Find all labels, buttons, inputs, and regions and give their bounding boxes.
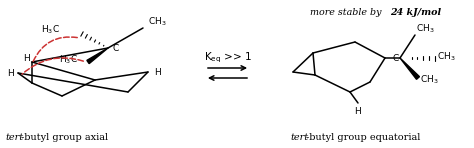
Text: H: H bbox=[23, 53, 30, 62]
Text: C: C bbox=[112, 44, 118, 53]
Text: $\mathregular{CH_3}$: $\mathregular{CH_3}$ bbox=[420, 74, 438, 86]
Text: H: H bbox=[355, 107, 361, 115]
Polygon shape bbox=[87, 48, 108, 64]
Text: 24 kJ/mol: 24 kJ/mol bbox=[390, 8, 441, 16]
Text: $\mathregular{CH_3}$: $\mathregular{CH_3}$ bbox=[437, 51, 456, 63]
Text: C: C bbox=[393, 53, 399, 62]
Text: $\mathregular{CH_3}$: $\mathregular{CH_3}$ bbox=[148, 16, 167, 28]
Text: K$_{\mathregular{eq}}$ >> 1: K$_{\mathregular{eq}}$ >> 1 bbox=[204, 51, 252, 65]
Text: $\mathregular{CH_3}$: $\mathregular{CH_3}$ bbox=[416, 23, 435, 35]
Text: tert: tert bbox=[5, 133, 23, 143]
Text: -butyl group equatorial: -butyl group equatorial bbox=[306, 133, 420, 143]
Text: H: H bbox=[154, 67, 161, 77]
Text: tert: tert bbox=[290, 133, 308, 143]
Text: $\mathregular{H_3C}$: $\mathregular{H_3C}$ bbox=[59, 54, 78, 66]
Text: more stable by: more stable by bbox=[310, 8, 384, 16]
Text: H: H bbox=[7, 69, 13, 78]
Text: $\mathregular{H_3C}$: $\mathregular{H_3C}$ bbox=[41, 24, 60, 36]
Polygon shape bbox=[400, 58, 419, 79]
Text: -butyl group axial: -butyl group axial bbox=[21, 133, 108, 143]
